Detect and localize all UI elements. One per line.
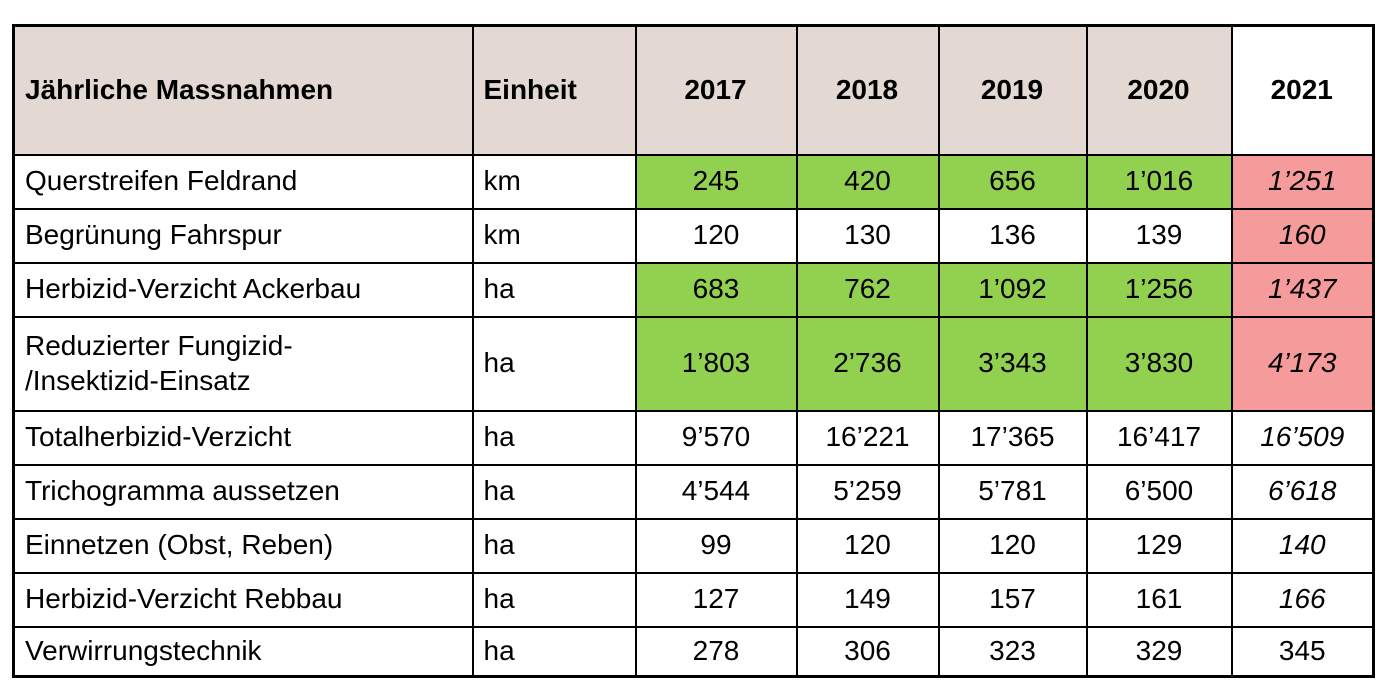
value-2017: 120 <box>634 207 798 264</box>
row-label: Einnetzen (Obst, Reben) <box>12 517 474 574</box>
row-label: Herbizid-Verzicht Ackerbau <box>12 261 474 318</box>
column-header-unit: Einheit <box>471 24 637 156</box>
row-unit: km <box>471 207 637 264</box>
table-row: Totalherbizid-Verzicht ha 9’570 16’221 1… <box>12 409 1375 466</box>
value-2021: 4’173 <box>1230 315 1375 412</box>
row-label: Trichogramma aussetzen <box>12 463 474 520</box>
row-unit: ha <box>471 409 637 466</box>
value-2018: 16’221 <box>795 409 940 466</box>
value-2018: 762 <box>795 261 940 318</box>
value-2018: 149 <box>795 571 940 628</box>
table-row: Querstreifen Feldrand km 245 420 656 1’0… <box>12 153 1375 210</box>
row-label: Herbizid-Verzicht Rebbau <box>12 571 474 628</box>
row-unit: ha <box>471 571 637 628</box>
row-label: Querstreifen Feldrand <box>12 153 474 210</box>
row-unit: ha <box>471 261 637 318</box>
value-2021: 6’618 <box>1230 463 1375 520</box>
row-label: Begrünung Fahrspur <box>12 207 474 264</box>
value-2017: 1’803 <box>634 315 798 412</box>
table-row: Herbizid-Verzicht Rebbau ha 127 149 157 … <box>12 571 1375 628</box>
value-2021: 345 <box>1230 625 1375 678</box>
table-header-row: Jährliche Massnahmen Einheit 2017 2018 2… <box>12 24 1375 156</box>
row-unit: ha <box>471 315 637 412</box>
value-2018: 130 <box>795 207 940 264</box>
column-header-2021: 2021 <box>1230 24 1375 156</box>
value-2018: 420 <box>795 153 940 210</box>
row-unit: ha <box>471 625 637 678</box>
table-row: Herbizid-Verzicht Ackerbau ha 683 762 1’… <box>12 261 1375 318</box>
value-2017: 127 <box>634 571 798 628</box>
value-2021: 16’509 <box>1230 409 1375 466</box>
column-header-2020: 2020 <box>1085 24 1233 156</box>
table-row: Trichogramma aussetzen ha 4’544 5’259 5’… <box>12 463 1375 520</box>
column-header-2017: 2017 <box>634 24 798 156</box>
value-2020: 16’417 <box>1085 409 1233 466</box>
value-2019: 3’343 <box>937 315 1088 412</box>
value-2018: 120 <box>795 517 940 574</box>
column-header-2018: 2018 <box>795 24 940 156</box>
row-unit: ha <box>471 463 637 520</box>
value-2021: 166 <box>1230 571 1375 628</box>
column-header-2019: 2019 <box>937 24 1088 156</box>
value-2019: 17’365 <box>937 409 1088 466</box>
value-2017: 4’544 <box>634 463 798 520</box>
value-2020: 139 <box>1085 207 1233 264</box>
value-2018: 2’736 <box>795 315 940 412</box>
value-2019: 5’781 <box>937 463 1088 520</box>
value-2021: 1’437 <box>1230 261 1375 318</box>
value-2020: 161 <box>1085 571 1233 628</box>
value-2017: 278 <box>634 625 798 678</box>
row-unit: km <box>471 153 637 210</box>
column-header-measures: Jährliche Massnahmen <box>12 24 474 156</box>
value-2021: 160 <box>1230 207 1375 264</box>
value-2019: 656 <box>937 153 1088 210</box>
row-label-line2: /Insektizid-Einsatz <box>25 364 251 396</box>
value-2019: 323 <box>937 625 1088 678</box>
value-2020: 1’016 <box>1085 153 1233 210</box>
value-2020: 329 <box>1085 625 1233 678</box>
value-2018: 5’259 <box>795 463 940 520</box>
value-2021: 140 <box>1230 517 1375 574</box>
value-2017: 9’570 <box>634 409 798 466</box>
value-2020: 129 <box>1085 517 1233 574</box>
value-2020: 3’830 <box>1085 315 1233 412</box>
value-2019: 157 <box>937 571 1088 628</box>
row-label: Verwirrungstechnik <box>12 625 474 678</box>
value-2017: 683 <box>634 261 798 318</box>
row-label-line1: Reduzierter Fungizid- <box>25 330 293 362</box>
row-unit: ha <box>471 517 637 574</box>
annual-measures-table: Jährliche Massnahmen Einheit 2017 2018 2… <box>12 24 1375 678</box>
table-row: Verwirrungstechnik ha 278 306 323 329 34… <box>12 625 1375 678</box>
value-2017: 245 <box>634 153 798 210</box>
row-label: Reduzierter Fungizid- /Insektizid-Einsat… <box>12 315 474 412</box>
row-label: Totalherbizid-Verzicht <box>12 409 474 466</box>
table-row: Einnetzen (Obst, Reben) ha 99 120 120 12… <box>12 517 1375 574</box>
value-2021: 1’251 <box>1230 153 1375 210</box>
value-2020: 1’256 <box>1085 261 1233 318</box>
table-row: Begrünung Fahrspur km 120 130 136 139 16… <box>12 207 1375 264</box>
value-2017: 99 <box>634 517 798 574</box>
value-2019: 136 <box>937 207 1088 264</box>
value-2019: 1’092 <box>937 261 1088 318</box>
value-2018: 306 <box>795 625 940 678</box>
value-2019: 120 <box>937 517 1088 574</box>
value-2020: 6’500 <box>1085 463 1233 520</box>
table-row: Reduzierter Fungizid- /Insektizid-Einsat… <box>12 315 1375 412</box>
